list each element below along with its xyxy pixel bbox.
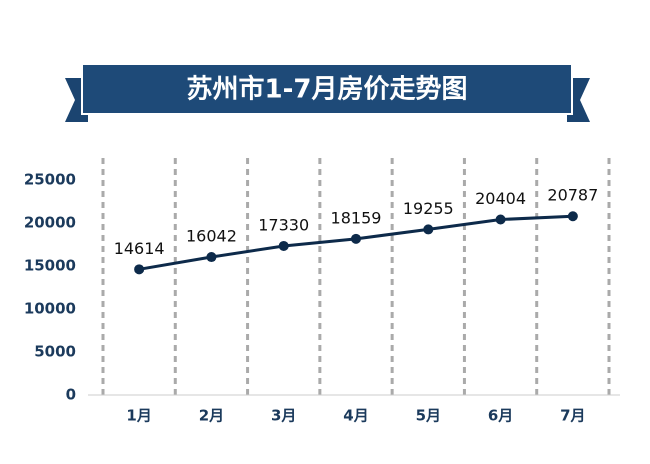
x-tick-label: 5月	[416, 407, 441, 425]
data-label: 16042	[186, 227, 237, 246]
data-label: 14614	[114, 239, 165, 258]
x-tick-label: 7月	[560, 407, 585, 425]
data-label: 17330	[258, 215, 309, 234]
data-label: 19255	[403, 199, 454, 218]
chart-title: 苏州市1-7月房价走势图	[187, 74, 468, 105]
data-label: 20787	[547, 186, 598, 205]
x-tick-label: 2月	[199, 407, 224, 425]
y-tick-label: 20000	[24, 214, 76, 232]
data-label: 20404	[475, 189, 526, 208]
title-banner	[81, 63, 573, 115]
x-tick-label: 1月	[126, 407, 151, 425]
y-tick-label: 10000	[24, 300, 76, 318]
x-tick-label: 6月	[488, 407, 513, 425]
x-tick-label: 3月	[271, 407, 296, 425]
point	[423, 224, 434, 235]
point	[495, 214, 506, 225]
y-tick-label: 5000	[34, 343, 76, 361]
point	[351, 233, 361, 244]
point	[278, 240, 289, 251]
x-tick-label: 4月	[343, 407, 368, 425]
y-tick-label: 0	[66, 386, 76, 404]
point	[567, 211, 578, 222]
point	[206, 252, 217, 263]
point	[134, 264, 145, 275]
y-tick-label: 15000	[24, 257, 76, 275]
data-label: 18159	[331, 208, 382, 227]
y-tick-label: 25000	[24, 171, 76, 189]
